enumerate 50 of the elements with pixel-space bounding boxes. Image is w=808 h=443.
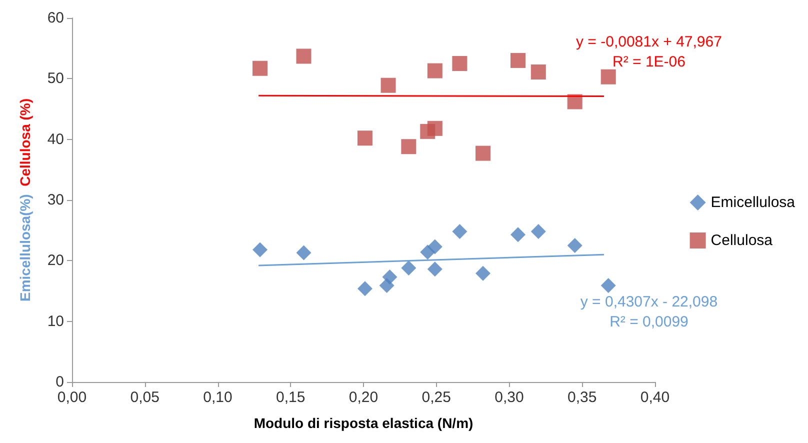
point	[476, 266, 491, 281]
y-tick-label: 30	[47, 192, 64, 208]
point	[296, 245, 312, 260]
x-tick-label: 0,40	[640, 389, 670, 406]
annotation: y = 0,4307x - 22,098	[580, 294, 718, 311]
point	[357, 130, 372, 146]
y-tick-label: 60	[47, 10, 64, 26]
point	[530, 64, 546, 80]
y-tick-label: 20	[47, 252, 64, 270]
x-tick-label: 0,05	[130, 389, 160, 406]
y-tick-label: 0	[56, 374, 64, 390]
x-axis-title: Modulo di risposta elastica (N/m)	[254, 415, 474, 431]
x-tick-label: 0,35	[568, 389, 597, 406]
y-tick-label: 10	[47, 312, 64, 330]
y-tick-label: 50	[47, 70, 64, 88]
x-tick-label: 0,20	[348, 389, 378, 406]
annotation: R² = 0,0099	[610, 314, 688, 331]
point	[452, 56, 468, 71]
x-tick-label: 0,30	[494, 389, 524, 406]
y-axis-title: Emicellulosa(%) Cellulosa (%)	[17, 98, 33, 302]
point	[427, 239, 442, 254]
x-tick-label: 0,15	[276, 389, 306, 406]
point	[357, 281, 372, 296]
point	[476, 146, 491, 161]
point	[510, 227, 526, 242]
legend-label: Cellulosa	[710, 232, 774, 249]
y-tick-label: 40	[47, 130, 64, 148]
point	[567, 238, 582, 253]
point	[567, 94, 582, 110]
annotation: y = -0,0081x + 47,967	[576, 33, 722, 50]
point	[401, 260, 416, 276]
point	[530, 224, 546, 240]
x-tick-label: 0,25	[422, 389, 451, 406]
point	[452, 224, 468, 240]
point	[296, 48, 312, 64]
point	[252, 242, 268, 258]
point	[420, 124, 436, 139]
annotation: R² = 1E-06	[612, 53, 686, 70]
point	[427, 63, 442, 78]
x-tick-label: 0,10	[203, 389, 232, 406]
point	[510, 52, 526, 68]
point	[600, 278, 616, 294]
point	[427, 262, 442, 277]
legend-label: Emicellulosa	[710, 194, 796, 211]
point	[600, 69, 616, 84]
x-tick-label: 0,00	[57, 389, 87, 406]
point	[252, 60, 268, 76]
point	[379, 278, 394, 294]
point	[401, 139, 416, 154]
point	[380, 78, 396, 93]
